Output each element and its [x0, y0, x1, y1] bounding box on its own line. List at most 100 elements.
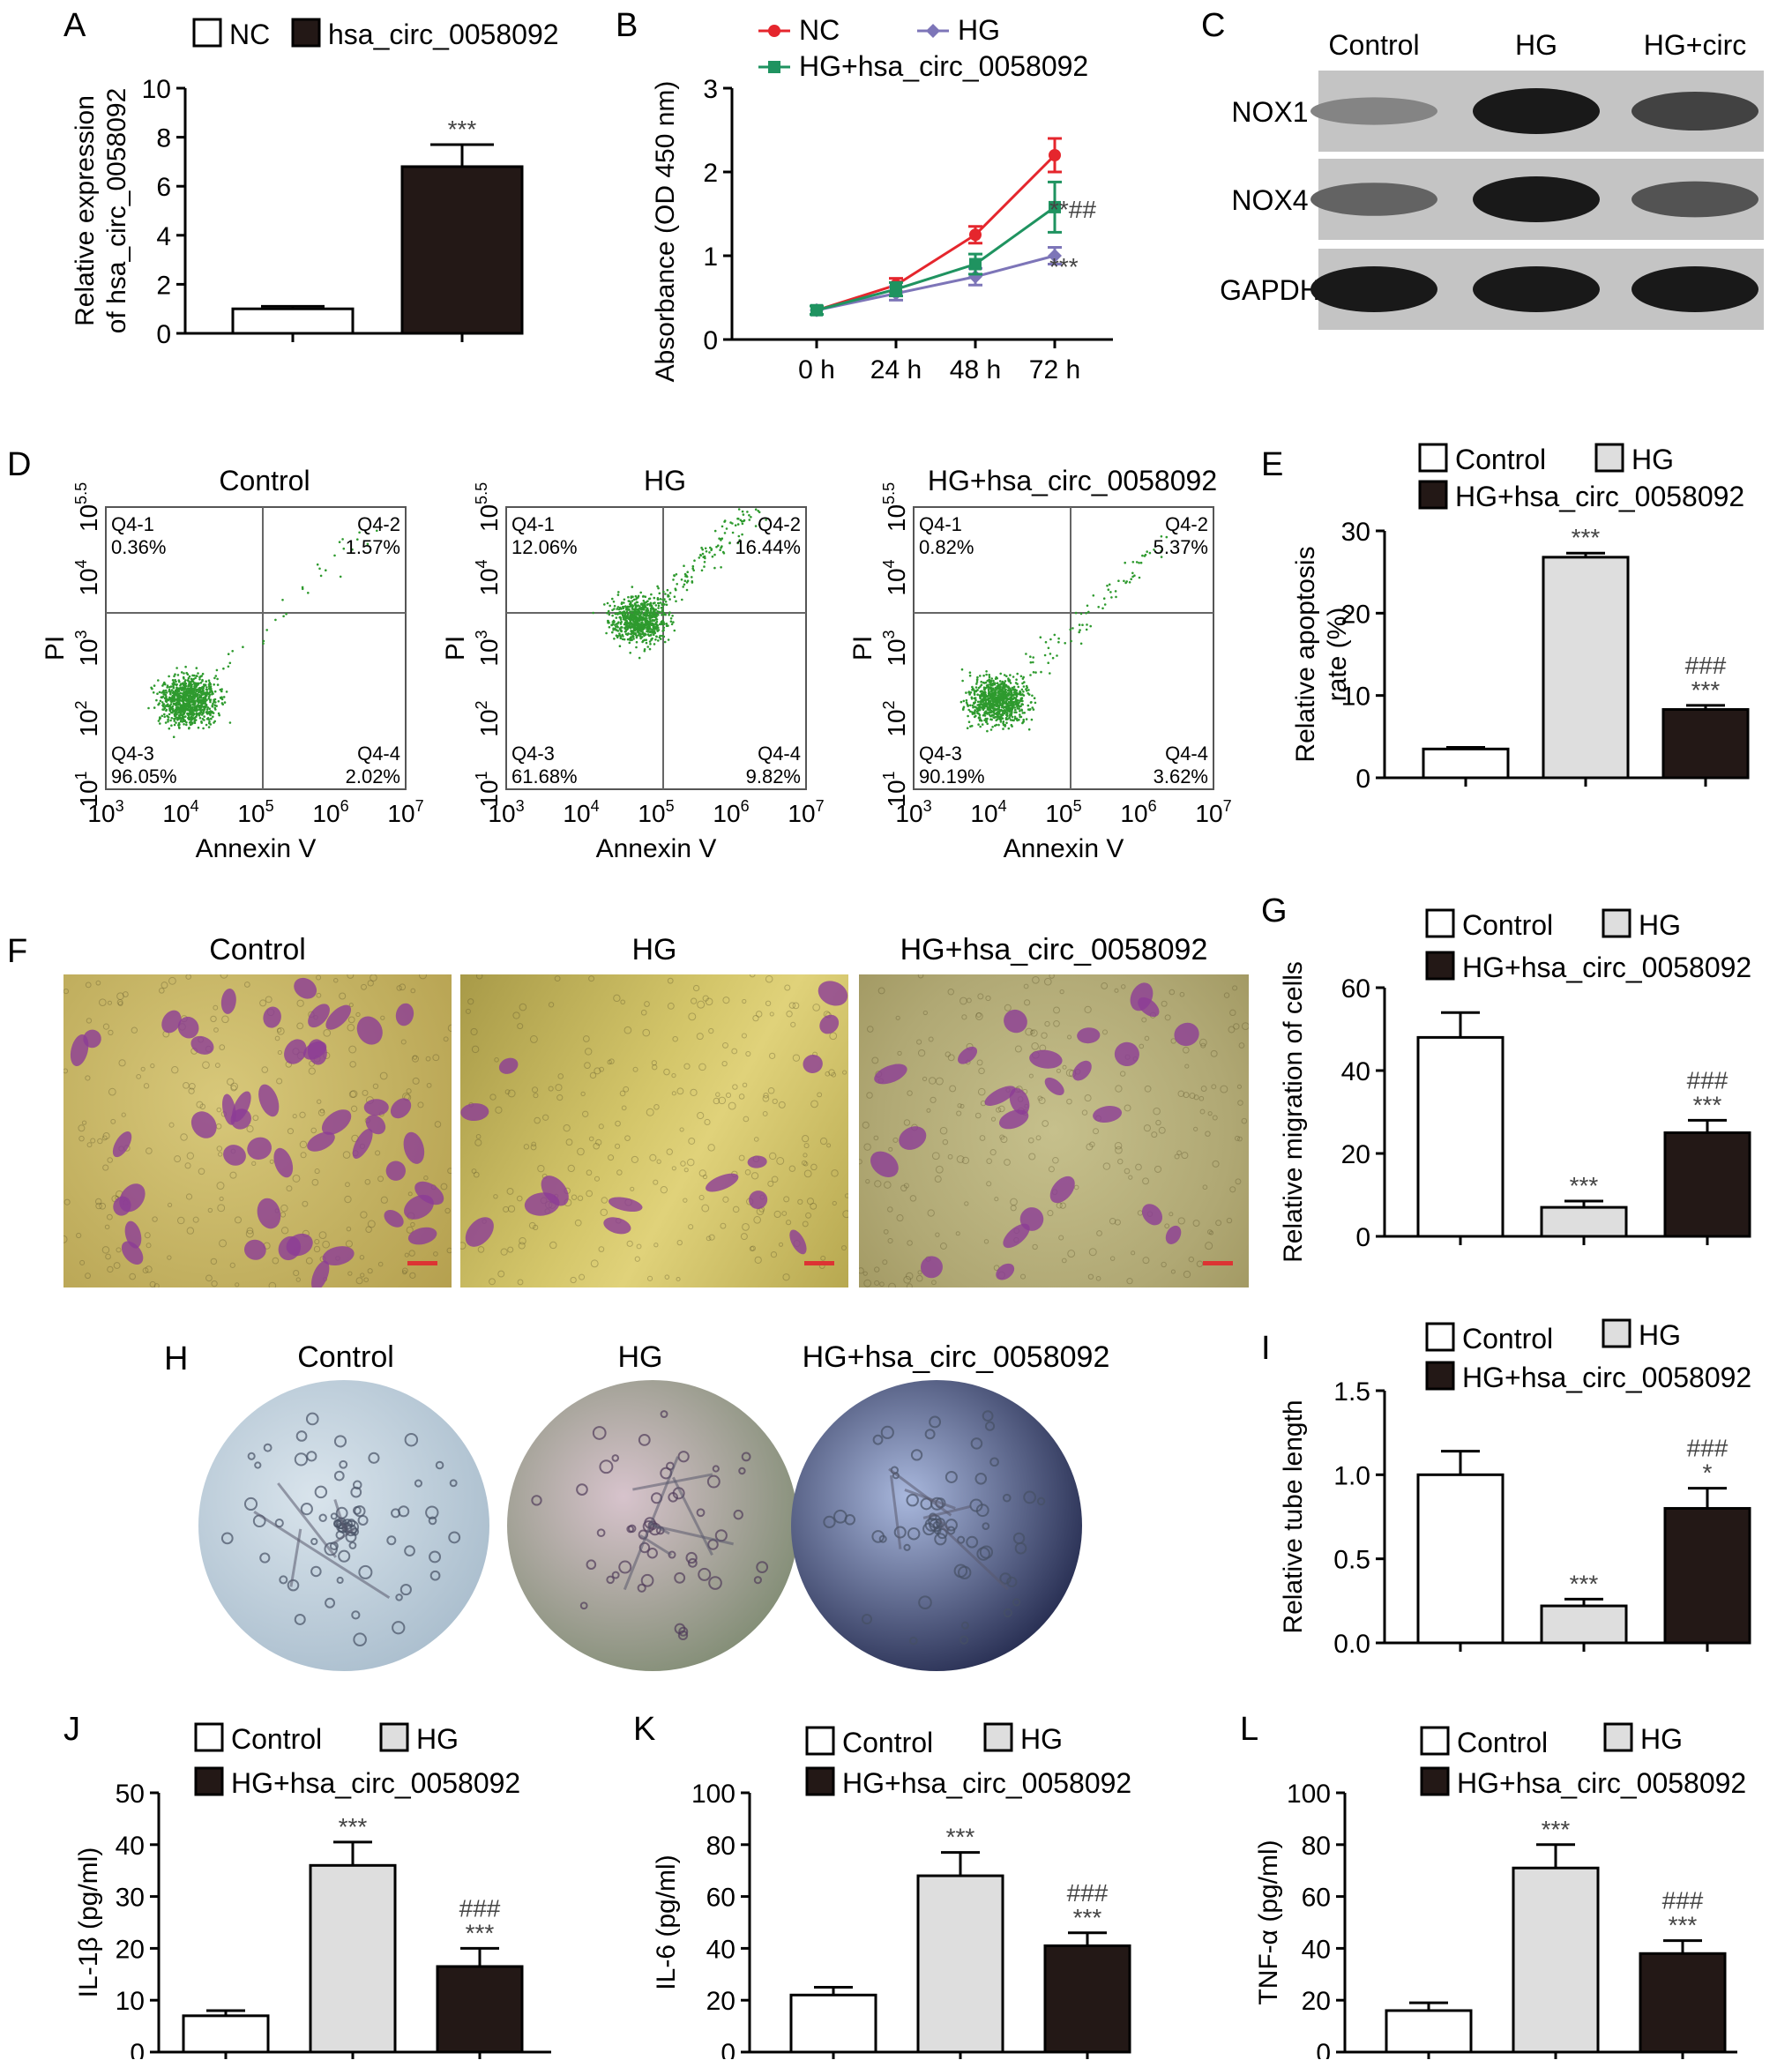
pore	[268, 1281, 277, 1288]
legend-swatch	[1425, 1361, 1455, 1391]
pore	[317, 1099, 322, 1104]
flow-dot	[1030, 718, 1034, 721]
flow-dot	[992, 698, 995, 700]
pore	[776, 1156, 785, 1165]
pore	[277, 1049, 282, 1056]
pore	[644, 1001, 650, 1007]
pore	[153, 1283, 160, 1288]
flow-dot	[975, 683, 978, 685]
flow-dot	[648, 623, 652, 626]
tube-cell	[698, 1567, 712, 1581]
flow-dot	[967, 720, 971, 723]
flow-dot	[205, 703, 208, 706]
pore	[1109, 1256, 1116, 1261]
tube-cell	[398, 1505, 410, 1518]
flow-dot	[741, 522, 744, 526]
pore	[467, 998, 474, 1005]
flow-dot	[198, 678, 201, 681]
blot-row-label: NOX4	[1231, 184, 1308, 216]
flow-dot	[691, 567, 694, 570]
pore	[517, 1279, 524, 1286]
flow-dot	[979, 703, 982, 706]
flow-dot	[662, 623, 666, 625]
flow-dot	[161, 684, 164, 687]
pore	[302, 1200, 309, 1207]
flow-plot-frame	[105, 506, 407, 790]
tube-cell	[970, 1437, 983, 1450]
pore	[277, 1027, 285, 1035]
pore	[653, 1243, 659, 1248]
tube-cell	[1012, 1598, 1021, 1607]
tube-cell	[279, 1575, 288, 1585]
pore	[686, 1158, 695, 1167]
flow-dot	[623, 616, 627, 619]
pore	[877, 987, 885, 995]
pore	[446, 1247, 452, 1254]
flow-dot	[647, 628, 650, 631]
pore	[942, 1138, 949, 1146]
flow-dot	[648, 640, 652, 643]
flow-dot	[190, 690, 194, 692]
pore	[167, 1202, 173, 1208]
pore	[230, 1082, 239, 1091]
flow-dot	[619, 635, 623, 638]
quadrant-label: Q4-3	[111, 743, 154, 765]
blot-column-label: Control	[1328, 29, 1419, 61]
flow-dot	[668, 613, 670, 616]
pore	[1170, 1269, 1176, 1274]
flow-dot	[188, 675, 191, 678]
pore	[772, 1098, 778, 1105]
flow-dot	[736, 523, 740, 526]
bar-hg	[916, 1874, 1004, 2054]
pore	[683, 1198, 688, 1203]
stained-cell	[1009, 1087, 1030, 1116]
flow-dot	[980, 720, 983, 722]
legend-label: HG+hsa_circ_0058092	[1462, 952, 1751, 983]
flow-dot	[205, 708, 209, 711]
legend-swatch	[1425, 951, 1455, 981]
pore	[475, 974, 483, 980]
tube-cell	[959, 1635, 969, 1645]
bar-hg-hsa-circ-0058092	[1043, 1944, 1131, 2054]
flow-dot	[626, 627, 629, 631]
flow-dot	[973, 691, 976, 695]
flow-dot	[673, 629, 676, 632]
flow-dot	[171, 699, 175, 703]
legend-swatch	[1594, 443, 1624, 473]
legend-swatch	[379, 1722, 409, 1752]
pore	[277, 1027, 282, 1033]
pore	[1035, 1135, 1042, 1141]
legend-marker	[768, 25, 780, 37]
flow-dot	[1012, 701, 1016, 704]
pore	[636, 1243, 642, 1250]
flow-dot	[1004, 690, 1008, 694]
flow-dot	[183, 672, 185, 675]
flow-dot	[616, 606, 620, 608]
flow-dot	[700, 569, 704, 572]
pore	[235, 1282, 240, 1288]
flow-dot	[1006, 698, 1010, 701]
flow-dot	[1015, 695, 1019, 698]
pore	[1177, 1217, 1185, 1225]
x-tick-label: 104	[563, 797, 599, 827]
pore	[956, 1110, 962, 1116]
pore	[1209, 1230, 1214, 1235]
flow-dot	[1003, 682, 1006, 684]
pore	[308, 1067, 316, 1075]
flow-dot	[988, 679, 991, 682]
flow-dot	[988, 674, 990, 676]
flow-dot	[173, 720, 175, 722]
pore	[216, 1182, 225, 1190]
bar-hg	[1540, 1205, 1628, 1238]
flow-dot	[174, 708, 177, 712]
pore	[107, 1213, 113, 1220]
pore	[104, 1224, 110, 1230]
pore	[1109, 1217, 1116, 1225]
pore	[1137, 1210, 1144, 1216]
flow-dot	[1010, 691, 1013, 694]
flow-dot	[163, 713, 166, 716]
flow-dot	[646, 633, 650, 636]
pore	[210, 1258, 218, 1265]
flow-dot	[997, 704, 1001, 707]
pore	[828, 1069, 835, 1076]
